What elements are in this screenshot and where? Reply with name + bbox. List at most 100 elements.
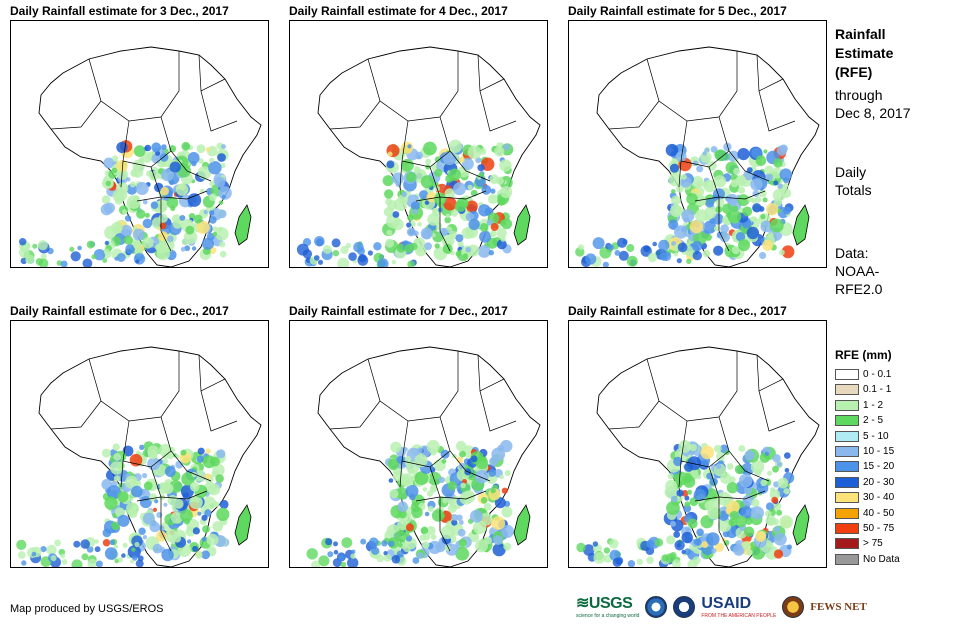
legend-label: 20 - 30 xyxy=(863,476,895,488)
legend-item: No Data xyxy=(835,552,900,567)
country-border xyxy=(439,416,491,482)
map-panel-dec7 xyxy=(289,320,548,568)
map-panel-dec3 xyxy=(10,20,269,268)
country-border xyxy=(718,416,770,482)
noaa-logo-icon xyxy=(645,596,668,618)
madagascar-outline xyxy=(513,204,531,246)
sidebar-through: through xyxy=(835,87,883,103)
sidebar-title-line2: Estimate xyxy=(835,45,894,61)
africa-rainfall-map xyxy=(296,46,541,267)
country-border xyxy=(758,90,796,132)
sidebar-date: Dec 8, 2017 xyxy=(835,105,911,121)
legend-item: 2 - 5 xyxy=(835,413,883,428)
country-border xyxy=(646,51,738,122)
legend-swatch xyxy=(835,492,859,504)
rainfall-field xyxy=(576,440,795,567)
country-border xyxy=(608,100,660,130)
country-border xyxy=(200,390,238,432)
country-border xyxy=(415,490,487,502)
country-border xyxy=(329,100,381,130)
country-border xyxy=(160,116,212,182)
legend-label: > 75 xyxy=(863,538,883,550)
legend-label: 40 - 50 xyxy=(863,507,895,519)
legend-label: 0.1 - 1 xyxy=(863,384,892,396)
usgs-logo: ≋USGS science for a changing world xyxy=(576,595,640,620)
panel-title-dec7: Daily Rainfall estimate for 7 Dec., 2017 xyxy=(289,304,508,318)
legend-label: 2 - 5 xyxy=(863,415,884,427)
usgs-logo-tagline: science for a changing world xyxy=(576,613,640,619)
madagascar-outline xyxy=(792,504,810,546)
rainfall-field xyxy=(575,142,795,267)
country-border xyxy=(708,466,730,552)
legend-item: 1 - 2 xyxy=(835,398,883,413)
rainfall-field xyxy=(296,139,514,267)
nasa-seal-icon xyxy=(673,596,696,618)
legend-swatch xyxy=(835,384,859,396)
legend-swatch xyxy=(835,476,859,488)
africa-rainfall-map xyxy=(576,346,820,567)
country-border xyxy=(136,490,208,502)
panel-title-dec4: Daily Rainfall estimate for 4 Dec., 2017 xyxy=(289,4,508,18)
country-border xyxy=(367,51,459,122)
legend-label: 50 - 75 xyxy=(863,523,895,534)
legend-item: 20 - 30 xyxy=(835,475,894,490)
legend-item: 10 - 15 xyxy=(835,444,894,459)
rainfall-field xyxy=(16,441,230,567)
country-border xyxy=(608,400,660,430)
map-panel-dec6 xyxy=(10,320,269,568)
country-border xyxy=(150,166,172,252)
sidebar-daily: Daily xyxy=(835,164,867,180)
map-panel-dec8 xyxy=(568,320,827,568)
logo-strip: ≋USGS science for a changing world USAID… xyxy=(576,594,867,620)
madagascar-outline xyxy=(234,204,252,246)
legend-label: 0 - 0.1 xyxy=(863,369,892,380)
legend-title: RFE (mm) xyxy=(835,348,892,362)
sidebar-data-source1: NOAA- xyxy=(835,263,880,279)
rainfall-field xyxy=(18,140,232,267)
country-border xyxy=(50,100,102,130)
country-border xyxy=(694,490,766,502)
africa-rainfall-map xyxy=(306,346,541,567)
africa-rainfall-map xyxy=(16,346,262,567)
legend-label: No Data xyxy=(863,553,900,565)
legend-swatch xyxy=(835,369,859,380)
country-border xyxy=(136,190,208,202)
madagascar-outline xyxy=(792,204,810,246)
map-panel-dec4 xyxy=(289,20,548,268)
country-border xyxy=(367,351,459,422)
legend-label: 5 - 10 xyxy=(863,430,889,442)
country-border xyxy=(694,190,766,202)
legend-label: 10 - 15 xyxy=(863,446,895,457)
sidebar-data-label: Data: xyxy=(835,245,869,261)
country-border xyxy=(160,416,212,482)
country-border xyxy=(429,466,451,552)
sidebar-data-source2: RFE2.0 xyxy=(835,281,883,297)
africa-rainfall-map xyxy=(575,46,820,267)
country-border xyxy=(708,166,730,252)
country-border xyxy=(150,466,172,552)
sidebar-title-line3: (RFE) xyxy=(835,64,873,80)
legend-item: 0.1 - 1 xyxy=(835,382,891,397)
country-border xyxy=(439,116,491,182)
panel-title-dec5: Daily Rainfall estimate for 5 Dec., 2017 xyxy=(568,4,787,18)
legend-swatch xyxy=(835,523,859,534)
legend-item: 15 - 20 xyxy=(835,459,894,474)
country-border xyxy=(88,51,180,122)
country-border xyxy=(50,400,102,430)
country-border xyxy=(479,90,517,132)
rainfall-field xyxy=(306,439,514,567)
legend-item: 50 - 75 xyxy=(835,521,894,536)
map-panel-dec5 xyxy=(568,20,827,268)
map-credit: Map produced by USGS/EROS xyxy=(10,603,164,615)
usgs-logo-text: ≋USGS xyxy=(576,595,633,612)
country-border xyxy=(429,166,451,252)
usaid-logo-tagline: FROM THE AMERICAN PEOPLE xyxy=(701,613,777,619)
country-border xyxy=(758,390,796,432)
madagascar-outline xyxy=(234,504,252,546)
legend-swatch xyxy=(835,399,859,411)
legend-item: 0 - 0.1 xyxy=(835,367,891,382)
country-border xyxy=(88,351,180,422)
panel-title-dec3: Daily Rainfall estimate for 3 Dec., 2017 xyxy=(10,4,229,18)
legend-swatch xyxy=(835,538,859,550)
legend-swatch xyxy=(835,553,859,565)
